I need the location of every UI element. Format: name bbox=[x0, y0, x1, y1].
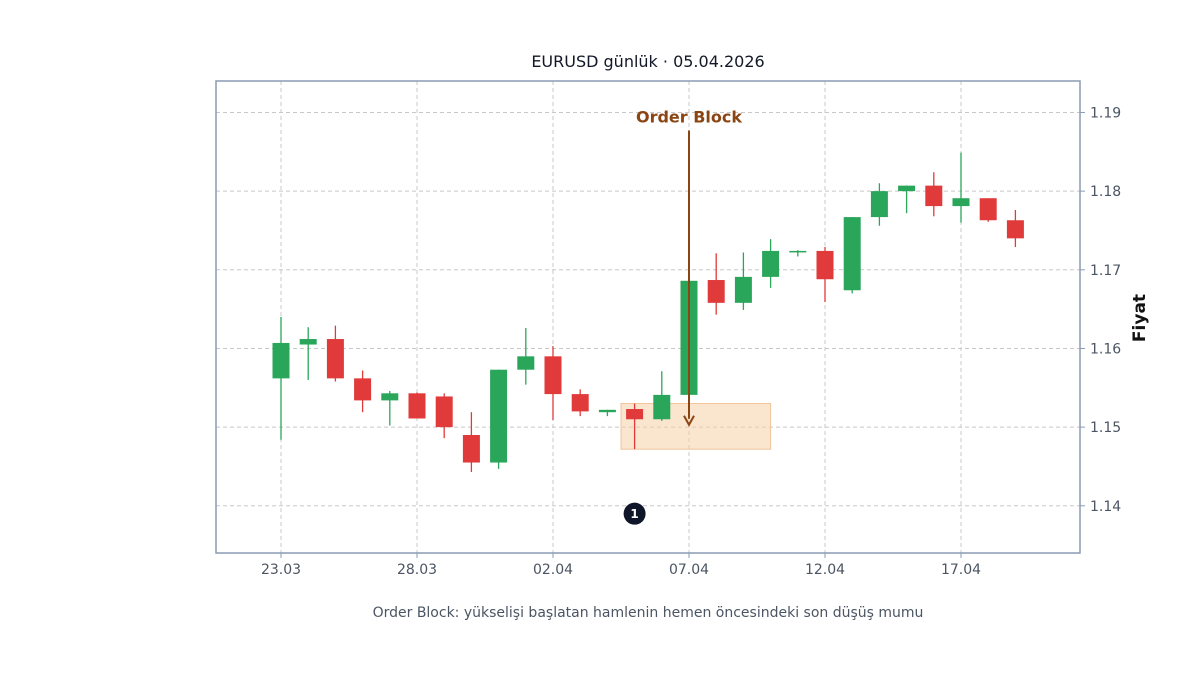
bearish-candle bbox=[979, 198, 997, 222]
candle-body bbox=[462, 435, 480, 463]
bearish-candle bbox=[326, 325, 344, 382]
bearish-candle bbox=[925, 172, 943, 217]
bullish-candle bbox=[789, 250, 807, 257]
bearish-candle bbox=[435, 393, 453, 439]
bearish-candle bbox=[626, 403, 644, 450]
candles bbox=[272, 152, 1024, 472]
step-marker bbox=[623, 502, 646, 525]
bearish-candle bbox=[462, 412, 480, 472]
candle-body bbox=[299, 339, 317, 345]
candle-body bbox=[354, 378, 372, 401]
x-tick-label: 28.03 bbox=[397, 562, 437, 578]
chart-caption: Order Block: yükselişi başlatan hamlenin… bbox=[373, 605, 924, 621]
y-axis-ticks: 1.14 1.15 1.16 1.17 1.18 1.19 bbox=[1080, 105, 1121, 515]
y-tick-label: 1.16 bbox=[1090, 341, 1121, 357]
candle-body bbox=[925, 185, 943, 207]
chart-title: EURUSD günlük · 05.04.2026 bbox=[531, 52, 764, 71]
candle-body bbox=[571, 394, 589, 412]
bullish-candle bbox=[272, 317, 290, 440]
bullish-candle bbox=[598, 409, 616, 417]
bullish-candle bbox=[299, 327, 317, 380]
bullish-candle bbox=[734, 252, 752, 310]
candle-body bbox=[653, 394, 671, 420]
candle-body bbox=[381, 393, 399, 401]
bearish-candle bbox=[571, 389, 589, 417]
candle-body bbox=[598, 409, 616, 413]
candle-body bbox=[816, 250, 834, 280]
candle-body bbox=[952, 198, 970, 207]
x-tick-label: 07.04 bbox=[669, 562, 709, 578]
x-tick-label: 12.04 bbox=[805, 562, 845, 578]
bullish-candle bbox=[762, 239, 780, 288]
y-tick-label: 1.17 bbox=[1090, 263, 1121, 279]
candle-body bbox=[734, 276, 752, 303]
bullish-candle bbox=[870, 183, 888, 226]
order-block-label: Order Block bbox=[636, 108, 742, 127]
step-marker-label: 1 bbox=[630, 507, 638, 521]
candle-body bbox=[789, 250, 807, 253]
bearish-candle bbox=[816, 246, 834, 303]
x-tick-label: 17.04 bbox=[941, 562, 981, 578]
candle-body bbox=[707, 280, 725, 303]
bullish-candle bbox=[898, 185, 916, 214]
candle-body bbox=[870, 191, 888, 218]
candle-body bbox=[490, 369, 508, 463]
grid-lines bbox=[216, 81, 1080, 553]
candle-body bbox=[435, 396, 453, 428]
y-tick-label: 1.15 bbox=[1090, 420, 1121, 436]
candle-body bbox=[517, 356, 535, 370]
annotations: Order Block 1 bbox=[623, 108, 742, 525]
candle-body bbox=[272, 342, 290, 379]
bullish-candle bbox=[381, 390, 399, 426]
bearish-candle bbox=[408, 392, 426, 419]
candle-body bbox=[979, 198, 997, 221]
bullish-candle bbox=[843, 217, 861, 294]
order-block-zone bbox=[620, 403, 772, 450]
bullish-candle bbox=[653, 371, 671, 421]
bearish-candle bbox=[544, 346, 562, 421]
bearish-candle bbox=[354, 370, 372, 413]
candle-body bbox=[843, 217, 861, 291]
arrow-head bbox=[683, 415, 695, 427]
candle-body bbox=[626, 409, 644, 420]
candle-body bbox=[762, 250, 780, 277]
candle-body bbox=[326, 339, 344, 379]
x-tick-label: 02.04 bbox=[533, 562, 573, 578]
y-tick-label: 1.18 bbox=[1090, 184, 1121, 200]
order-block-zone-group bbox=[620, 403, 772, 450]
x-axis-ticks: 23.03 28.03 02.04 07.04 12.04 17.04 bbox=[261, 553, 981, 578]
y-tick-label: 1.14 bbox=[1090, 499, 1121, 515]
y-tick-label: 1.19 bbox=[1090, 105, 1121, 121]
bearish-candle bbox=[1006, 210, 1024, 247]
candle-body bbox=[898, 185, 916, 192]
bearish-candle bbox=[707, 253, 725, 315]
candle-body bbox=[544, 356, 562, 395]
y-axis-label: Fiyat bbox=[1130, 294, 1150, 342]
bullish-candle bbox=[517, 328, 535, 385]
candle-body bbox=[408, 393, 426, 419]
bullish-candle bbox=[490, 369, 508, 469]
plot-frame bbox=[215, 80, 1081, 554]
bullish-candle bbox=[952, 152, 970, 223]
x-tick-label: 23.03 bbox=[261, 562, 301, 578]
candle-body bbox=[1006, 220, 1024, 239]
